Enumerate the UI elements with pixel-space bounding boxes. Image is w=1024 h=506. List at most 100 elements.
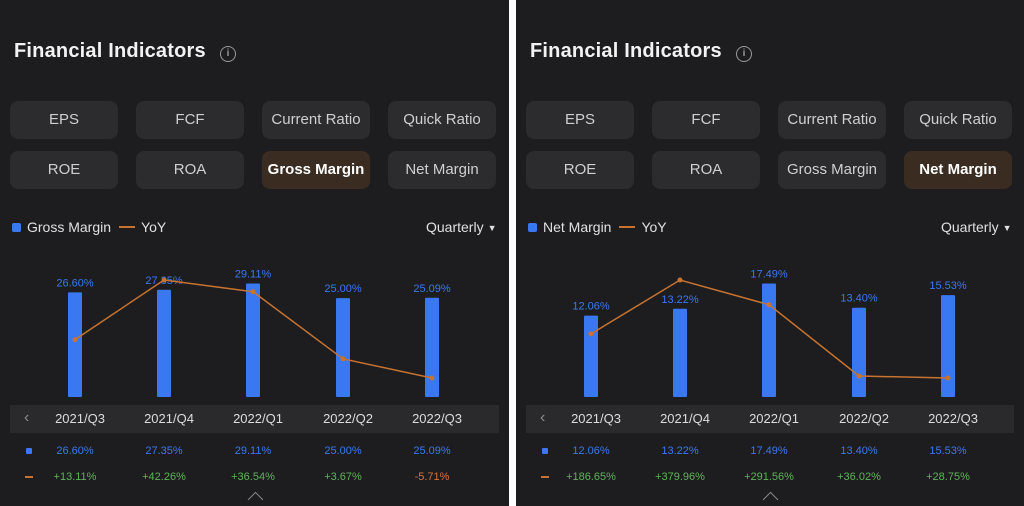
- metric-value-cell: 12.06%: [572, 445, 610, 457]
- bar-value-label: 17.49%: [750, 269, 788, 281]
- metric-value-cell: 17.49%: [750, 445, 788, 457]
- bar: [584, 315, 598, 397]
- bar-value-label: 12.06%: [572, 301, 610, 313]
- chevron-up-icon[interactable]: [762, 491, 779, 506]
- metric-button-current-ratio[interactable]: Current Ratio: [262, 101, 370, 139]
- legend-yoy-label: YoY: [141, 219, 167, 235]
- metric-button-eps[interactable]: EPS: [526, 101, 634, 139]
- bar: [157, 289, 171, 397]
- metric-button-net-margin[interactable]: Net Margin: [388, 151, 496, 189]
- quarter-label: 2022/Q2: [839, 411, 889, 426]
- info-icon[interactable]: i: [736, 46, 752, 62]
- legend-metric-label: Net Margin: [543, 219, 612, 235]
- yoy-value-cell: +36.54%: [231, 471, 275, 483]
- quarter-label: 2021/Q4: [660, 411, 710, 426]
- metric-button-gross-margin[interactable]: Gross Margin: [778, 151, 886, 189]
- row-marker-metric: [542, 448, 548, 454]
- yoy-point: [250, 289, 256, 295]
- yoy-point: [677, 277, 683, 283]
- yoy-point: [945, 375, 951, 381]
- yoy-value-cell: +28.75%: [926, 471, 970, 483]
- caret-down-icon: ▼: [487, 223, 497, 233]
- financial-indicators-panel-right: Financial Indicators i EPS FCF Current Ratio…: [516, 0, 1024, 506]
- panel-title: Financial Indicators: [14, 40, 206, 62]
- bar: [762, 283, 776, 397]
- metric-value-cell: 25.00%: [324, 445, 362, 457]
- bar-value-label: 25.09%: [413, 283, 451, 295]
- bar-value-label: 29.11%: [235, 269, 272, 281]
- panel-title: Financial Indicators: [530, 40, 722, 62]
- caret-down-icon: ▼: [1002, 223, 1012, 233]
- yoy-point: [429, 375, 435, 381]
- metric-button-roe[interactable]: ROE: [10, 151, 118, 189]
- quarter-axis: ‹ 2021/Q3 2021/Q4 2022/Q1 2022/Q2 2022/Q3: [10, 405, 499, 433]
- bar-value-label: 15.53%: [929, 280, 967, 292]
- financial-indicators-panel-left: Financial Indicators i EPS FCF Current Ratio…: [0, 0, 509, 506]
- yoy-point: [72, 337, 78, 343]
- legend-bar-swatch: [528, 222, 537, 232]
- metric-button-roa[interactable]: ROA: [136, 151, 244, 189]
- yoy-value-cell: +379.96%: [655, 471, 705, 483]
- row-marker-metric: [26, 448, 32, 454]
- metric-button-gross-margin[interactable]: Gross Margin: [262, 151, 370, 189]
- quarter-label: 2022/Q3: [412, 411, 462, 426]
- metric-button-fcf[interactable]: FCF: [136, 101, 244, 139]
- metric-button-roe[interactable]: ROE: [526, 151, 634, 189]
- metric-button-net-margin[interactable]: Net Margin: [904, 151, 1012, 189]
- yoy-point: [588, 331, 594, 337]
- legend-metric-label: Gross Margin: [27, 219, 112, 235]
- metric-value-cell: 27.35%: [145, 445, 183, 457]
- quarter-axis: ‹ 2021/Q3 2021/Q4 2022/Q1 2022/Q2 2022/Q3: [526, 405, 1014, 433]
- bar-value-label: 13.40%: [840, 293, 878, 305]
- metric-button-quick-ratio[interactable]: Quick Ratio: [904, 101, 1012, 139]
- quarter-label: 2022/Q1: [749, 411, 799, 426]
- quarter-label: 2022/Q1: [233, 411, 283, 426]
- bar: [852, 307, 866, 397]
- metric-value-cell: 25.09%: [413, 445, 451, 457]
- bar-value-label: 26.60%: [56, 277, 94, 289]
- chevron-left-icon[interactable]: ‹: [24, 409, 30, 426]
- bar: [68, 292, 82, 397]
- yoy-value-cell: +36.02%: [837, 471, 881, 483]
- yoy-value-cell: +291.56%: [744, 471, 794, 483]
- margin-chart: 26.60%27.35%29.11%25.00%25.09%: [56, 269, 451, 397]
- chart-legend: Net Margin YoY: [528, 219, 667, 235]
- quarter-label: 2022/Q3: [928, 411, 978, 426]
- yoy-value-cell: +13.11%: [53, 471, 97, 483]
- bar: [673, 308, 687, 397]
- yoy-point: [766, 302, 772, 308]
- margin-chart: 12.06% 13.22% 17.49% 13.40% 15.53%: [572, 269, 967, 397]
- info-icon[interactable]: i: [220, 46, 236, 62]
- bar: [425, 297, 439, 397]
- chart-legend: Gross Margin YoY: [12, 219, 166, 235]
- metric-value-cell: 29.11%: [234, 445, 272, 457]
- metric-button-eps[interactable]: EPS: [10, 101, 118, 139]
- bar: [246, 283, 260, 397]
- period-dropdown[interactable]: Quarterly ▼: [426, 219, 497, 235]
- metric-button-roa[interactable]: ROA: [652, 151, 760, 189]
- metric-button-quick-ratio[interactable]: Quick Ratio: [388, 101, 496, 139]
- bar-value-label: 25.00%: [324, 283, 362, 295]
- chevron-left-icon[interactable]: ‹: [540, 409, 546, 426]
- quarter-label: 2021/Q4: [144, 411, 194, 426]
- legend-line-swatch: [119, 226, 136, 228]
- yoy-point: [340, 356, 346, 362]
- bar: [941, 295, 955, 397]
- bar: [336, 298, 350, 397]
- legend-bar-swatch: [12, 222, 21, 232]
- period-dropdown[interactable]: Quarterly ▼: [941, 219, 1012, 235]
- chevron-up-icon[interactable]: [247, 491, 263, 506]
- bar-value-label: 13.22%: [661, 294, 699, 306]
- period-label: Quarterly: [941, 219, 999, 235]
- metric-button-current-ratio[interactable]: Current Ratio: [778, 101, 886, 139]
- yoy-value-cell: -5.71%: [414, 471, 450, 483]
- yoy-point: [161, 277, 167, 283]
- yoy-point: [856, 373, 862, 379]
- legend-line-swatch: [619, 226, 636, 228]
- legend-yoy-label: YoY: [641, 219, 667, 235]
- quarter-label: 2021/Q3: [55, 411, 105, 426]
- row-marker-yoy: [25, 476, 33, 478]
- yoy-value-cell: +186.65%: [566, 471, 616, 483]
- metric-button-fcf[interactable]: FCF: [652, 101, 760, 139]
- quarter-label: 2021/Q3: [571, 411, 621, 426]
